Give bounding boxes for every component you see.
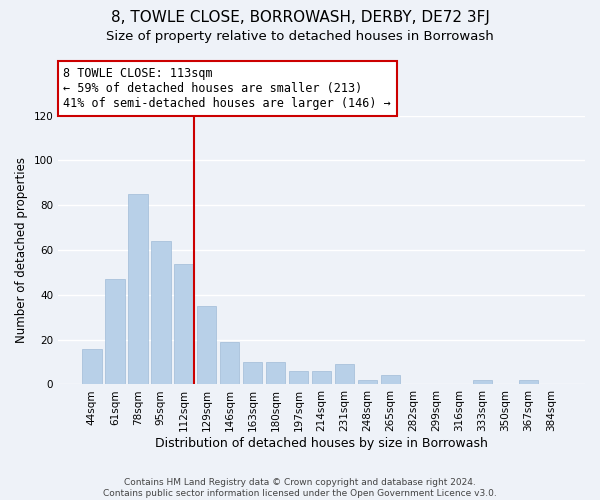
Bar <box>220 342 239 384</box>
Bar <box>266 362 286 384</box>
Bar <box>473 380 492 384</box>
Bar <box>358 380 377 384</box>
Bar <box>105 279 125 384</box>
Y-axis label: Number of detached properties: Number of detached properties <box>15 157 28 343</box>
Bar <box>243 362 262 384</box>
Bar <box>151 241 170 384</box>
Bar <box>335 364 355 384</box>
Text: Size of property relative to detached houses in Borrowash: Size of property relative to detached ho… <box>106 30 494 43</box>
Bar <box>518 380 538 384</box>
Bar <box>381 376 400 384</box>
Bar <box>82 348 101 384</box>
Text: Contains HM Land Registry data © Crown copyright and database right 2024.
Contai: Contains HM Land Registry data © Crown c… <box>103 478 497 498</box>
X-axis label: Distribution of detached houses by size in Borrowash: Distribution of detached houses by size … <box>155 437 488 450</box>
Bar <box>174 264 194 384</box>
Bar <box>197 306 217 384</box>
Text: 8 TOWLE CLOSE: 113sqm
← 59% of detached houses are smaller (213)
41% of semi-det: 8 TOWLE CLOSE: 113sqm ← 59% of detached … <box>64 68 391 110</box>
Bar <box>128 194 148 384</box>
Bar <box>289 371 308 384</box>
Bar <box>312 371 331 384</box>
Text: 8, TOWLE CLOSE, BORROWASH, DERBY, DE72 3FJ: 8, TOWLE CLOSE, BORROWASH, DERBY, DE72 3… <box>110 10 490 25</box>
